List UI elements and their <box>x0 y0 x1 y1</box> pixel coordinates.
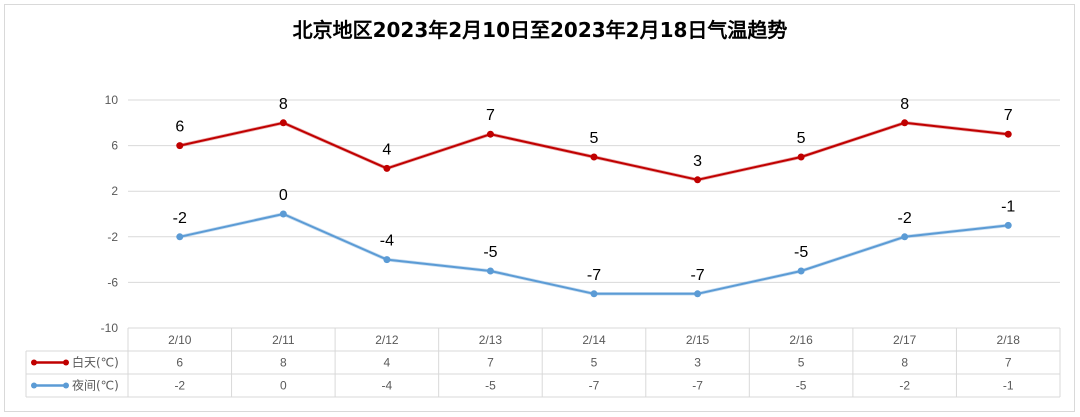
x-category-label: 2/16 <box>789 333 813 347</box>
data-label: 7 <box>486 107 495 124</box>
data-point <box>279 210 287 218</box>
x-category-label: 2/18 <box>997 333 1021 347</box>
data-label: 0 <box>279 187 288 204</box>
table-value-cell: -2 <box>174 379 185 393</box>
data-point <box>590 290 598 298</box>
x-category-label: 2/17 <box>893 333 917 347</box>
data-label: 4 <box>382 141 391 158</box>
y-axis-ticks: 10 6 2 -2 -6 -10 <box>101 93 119 335</box>
data-label: 5 <box>590 130 599 147</box>
x-category-label: 2/12 <box>375 333 399 347</box>
data-label: -7 <box>587 267 601 284</box>
data-point <box>1004 221 1012 229</box>
table-value-cell: 5 <box>591 356 598 370</box>
data-label: 3 <box>693 153 702 170</box>
data-point <box>901 119 909 127</box>
data-point <box>590 153 598 161</box>
x-category-label: 2/13 <box>479 333 503 347</box>
table-value-cell: 7 <box>1005 356 1012 370</box>
x-category-label: 2/14 <box>582 333 606 347</box>
y-tick-label: 6 <box>111 139 118 153</box>
x-category-label: 2/11 <box>272 333 295 347</box>
table-value-cell: -1 <box>1003 379 1014 393</box>
y-tick-label: -10 <box>101 321 119 335</box>
x-category-label: 2/15 <box>686 333 710 347</box>
table-value-cell: -7 <box>589 379 600 393</box>
series-points <box>176 119 1012 298</box>
data-point <box>797 153 805 161</box>
data-label: -7 <box>690 267 704 284</box>
table-value-cell: 8 <box>901 356 908 370</box>
chart-title: 北京地区2023年2月10日至2023年2月18日气温趋势 <box>292 18 788 42</box>
data-label: 8 <box>900 96 909 113</box>
data-point <box>176 142 184 150</box>
data-label: -4 <box>380 233 394 250</box>
data-label: 6 <box>175 119 184 136</box>
data-label: -5 <box>794 244 808 261</box>
data-point <box>694 290 702 298</box>
data-point <box>486 130 494 138</box>
y-tick-label: -6 <box>107 275 118 289</box>
data-label: -2 <box>173 210 187 227</box>
data-label: 8 <box>279 96 288 113</box>
x-category-label: 2/10 <box>168 333 192 347</box>
table-value-cell: 3 <box>694 356 701 370</box>
data-point <box>1004 130 1012 138</box>
data-label: -2 <box>898 210 912 227</box>
table-value-cell: 4 <box>384 356 391 370</box>
legend-series-name: 白天(℃) <box>72 355 119 370</box>
legend-series-name: 夜间(℃) <box>72 378 119 393</box>
data-label: -5 <box>483 244 497 261</box>
legend-marker-key <box>31 382 37 389</box>
data-point <box>383 164 391 172</box>
table-value-cell: 5 <box>798 356 805 370</box>
data-label: 5 <box>797 130 806 147</box>
chart-frame <box>4 4 1075 412</box>
data-label: 7 <box>1004 107 1013 124</box>
data-label: -1 <box>1001 198 1015 215</box>
legend-marker-key <box>31 359 37 366</box>
data-labels: 6 8 4 7 5 3 5 8 7 -2 0 -4 -5 -7 -7 -5 -2 -1 <box>173 96 1016 284</box>
data-point <box>383 256 391 264</box>
data-point <box>176 233 184 241</box>
table-value-cell: -5 <box>796 379 807 393</box>
data-point <box>797 267 805 275</box>
y-tick-label: -2 <box>107 230 118 244</box>
table-value-cell: 6 <box>176 356 183 370</box>
table-value-cell: 7 <box>487 356 494 370</box>
table-value-cell: -2 <box>899 379 910 393</box>
y-tick-label: 10 <box>105 93 119 107</box>
table-value-cell: 8 <box>280 356 287 370</box>
table-value-cell: -7 <box>692 379 703 393</box>
table-value-cell: -5 <box>485 379 496 393</box>
data-point <box>694 176 702 184</box>
y-tick-label: 2 <box>111 184 118 198</box>
legend-marker-key <box>63 382 69 389</box>
data-point <box>279 119 287 127</box>
data-table: 2/10 2/11 2/12 2/13 2/14 2/15 2/16 2/17 2/18 白天(℃… <box>25 327 1061 398</box>
data-point <box>486 267 494 275</box>
data-point <box>901 233 909 241</box>
legend-marker-key <box>63 359 69 366</box>
table-value-cell: 0 <box>280 379 287 393</box>
table-value-cell: -4 <box>382 379 393 393</box>
